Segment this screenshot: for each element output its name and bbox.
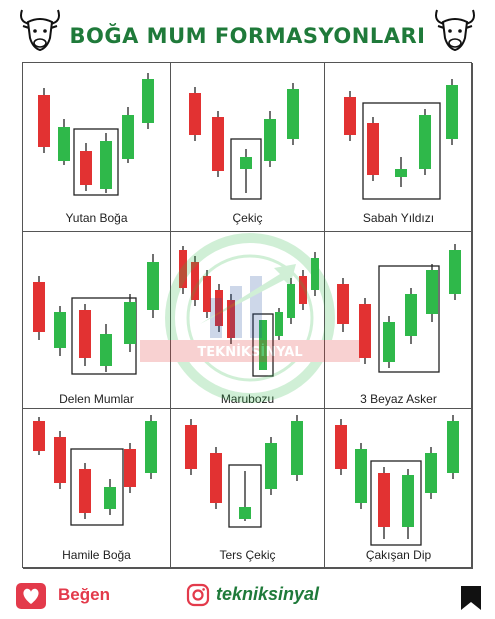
like-button[interactable]: Beğen [58, 585, 110, 604]
page-title: BOĞA MUM FORMASYONLARI [69, 24, 426, 48]
pattern-cell: Ters Çekiç [171, 409, 325, 569]
pattern-cell: Sabah Yıldızı [325, 63, 473, 232]
pattern-grid: Yutan Boğa Çekiç Sabah Yıldızı [22, 62, 473, 569]
pattern-label: Marubozu [220, 392, 275, 406]
pattern-cell: Marubozu [171, 232, 325, 409]
pattern-label: Hamile Boğa [62, 548, 131, 562]
candlestick-illustration [189, 83, 299, 200]
candlestick-illustration [179, 246, 319, 377]
instagram-icon [186, 583, 210, 607]
bookmark-icon[interactable] [458, 585, 484, 611]
pattern-label: Çakışan Dip [365, 548, 432, 562]
candlestick-illustration [335, 415, 459, 546]
pattern-cell: Yutan Boğa [23, 63, 171, 232]
candlestick-illustration [344, 79, 458, 200]
pattern-label: Delen Mumlar [59, 392, 134, 406]
candlestick-illustration [38, 73, 154, 196]
heart-icon[interactable] [16, 583, 46, 609]
pattern-cell: Çekiç [171, 63, 325, 232]
pattern-label: Yutan Boğa [65, 211, 128, 225]
bull-head-icon [435, 9, 475, 52]
pattern-label: 3 Beyaz Asker [360, 392, 437, 406]
pattern-label: Sabah Yıldızı [362, 211, 435, 225]
candlestick-illustration [337, 244, 461, 373]
pattern-cell: Delen Mumlar [23, 232, 171, 409]
candlestick-illustration [185, 415, 303, 528]
candlestick-illustration [33, 254, 159, 375]
pattern-cell: 3 Beyaz Asker [325, 232, 473, 409]
pattern-label: Ters Çekiç [219, 548, 276, 562]
bull-head-icon [20, 9, 60, 52]
pattern-cell: Hamile Boğa [23, 409, 171, 569]
candlestick-illustration [33, 415, 157, 526]
instagram-handle[interactable]: tekniksinyal [216, 584, 320, 604]
pattern-cell: Çakışan Dip [325, 409, 473, 569]
pattern-label: Çekiç [232, 211, 263, 225]
